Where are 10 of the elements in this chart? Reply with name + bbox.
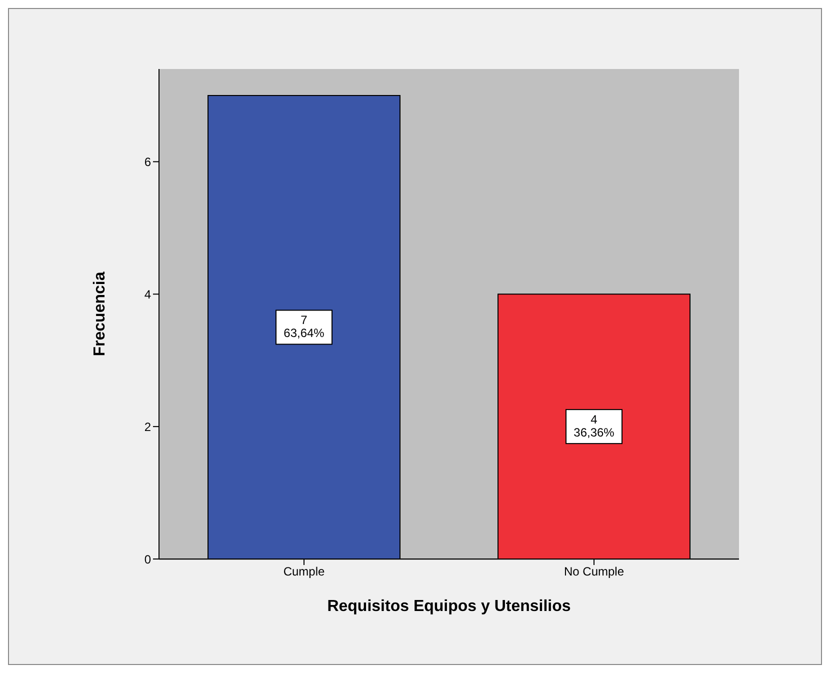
- y-tick-label: 2: [144, 420, 152, 434]
- y-axis-title: Frecuencia: [92, 272, 109, 356]
- x-axis-title: Requisitos Equipos y Utensilios: [327, 598, 571, 615]
- y-tick-label: 4: [144, 287, 152, 302]
- x-tick-label: Cumple: [283, 564, 325, 579]
- y-tick-label: 0: [144, 552, 152, 566]
- y-tick-label: 6: [144, 154, 152, 169]
- data-label: 7 63,64%: [284, 313, 325, 340]
- x-tick-label: No Cumple: [564, 564, 624, 579]
- data-label: 4 36,36%: [574, 412, 615, 440]
